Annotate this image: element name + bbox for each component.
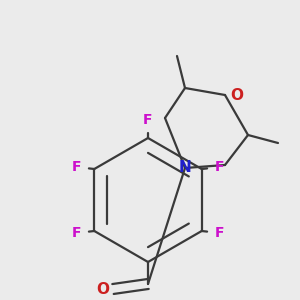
Text: O: O — [97, 281, 110, 296]
Text: F: F — [215, 226, 224, 240]
Text: F: F — [215, 160, 224, 174]
Text: F: F — [72, 226, 81, 240]
Text: N: N — [178, 160, 191, 175]
Text: F: F — [143, 113, 153, 127]
Text: F: F — [72, 160, 81, 174]
Text: O: O — [230, 88, 244, 103]
